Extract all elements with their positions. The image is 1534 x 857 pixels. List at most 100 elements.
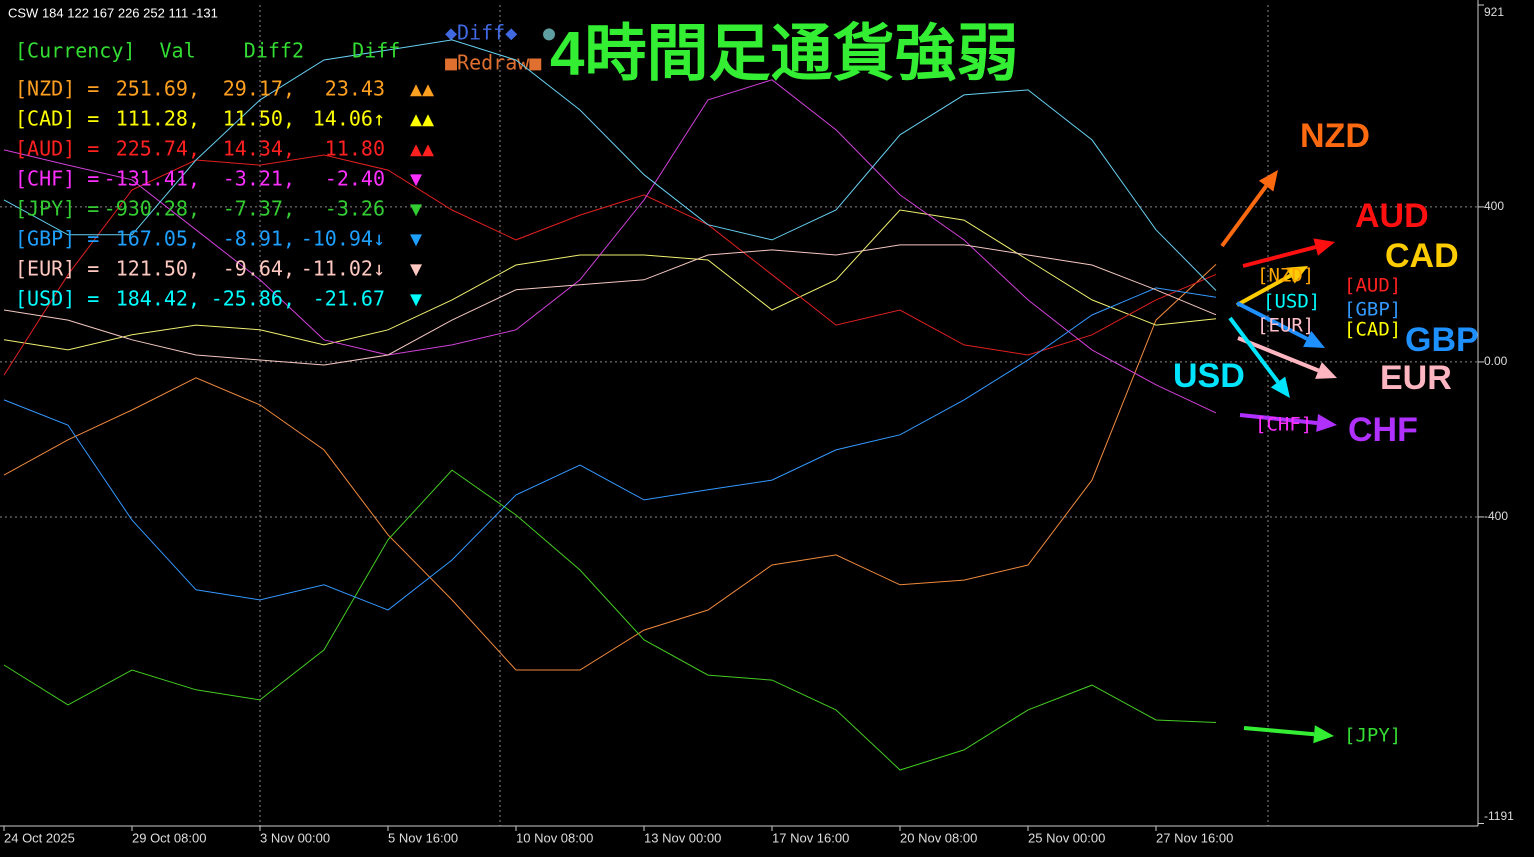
arrow-shaft: [1236, 301, 1309, 341]
x-tick-label: 10 Nov 08:00: [516, 830, 593, 845]
arrow-head: [1303, 330, 1325, 348]
panel-cell: [USD] =: [15, 287, 99, 311]
panel-cell: -10.94↓: [301, 227, 385, 251]
currency-tag: [JPY]: [1344, 725, 1401, 747]
arrow-head: [1270, 376, 1290, 398]
panel-cell: ▲▲: [410, 137, 434, 161]
arrow-shaft: [1236, 273, 1292, 307]
currency-tag: [USD]: [1263, 291, 1320, 313]
panel-cell: -131.41,: [104, 167, 200, 191]
panel-cell: -3.26: [325, 197, 385, 221]
arrow-shaft: [1242, 245, 1317, 268]
panel-cell: ▼: [410, 167, 422, 191]
panel-cell: -11.02↓: [301, 257, 385, 281]
currency-label: CHF: [1348, 411, 1418, 449]
currency-label: USD: [1173, 357, 1245, 395]
x-tick-label: 24 Oct 2025: [4, 830, 75, 845]
panel-cell: 251.69,: [116, 77, 200, 101]
currency-tag: [GBP]: [1344, 299, 1401, 321]
x-tick-label: 5 Nov 16:00: [388, 830, 458, 845]
panel-cell: -2.40: [325, 167, 385, 191]
panel-cell: [AUD] =: [15, 137, 99, 161]
currency-label: AUD: [1355, 197, 1429, 235]
currency-tag: [CHF]: [1255, 414, 1312, 436]
y-tick-label: -1191: [1484, 809, 1514, 823]
x-tick-label: 20 Nov 08:00: [900, 830, 977, 845]
panel-cell: 11.50,: [223, 107, 295, 131]
panel-cell: -9.64,: [223, 257, 295, 281]
currency-label: EUR: [1380, 359, 1452, 397]
currency-label: GBP: [1405, 321, 1479, 359]
arrow-head: [1258, 170, 1278, 192]
arrow-shaft: [1220, 184, 1268, 248]
panel-cell: ▼: [410, 227, 422, 251]
panel-cell: 14.34,: [223, 137, 295, 161]
series-line: [3, 264, 1217, 671]
y-tick-label: -400: [1484, 509, 1508, 523]
x-tick-label: 17 Nov 16:00: [772, 830, 849, 845]
y-tick-label: 921: [1484, 5, 1504, 19]
panel-cell: 11.80: [325, 137, 385, 161]
panel-cell: 14.06↑: [313, 107, 385, 131]
panel-header: [Currency] Val Diff2 Diff: [15, 39, 400, 63]
arrow-head: [1316, 413, 1337, 432]
panel-cell: 121.50,: [116, 257, 200, 281]
y-tick-label: 400: [1484, 199, 1504, 213]
panel-cell: ▲▲: [410, 107, 434, 131]
panel-cell: [JPY] =: [15, 197, 99, 221]
panel-cell: ▼: [410, 197, 422, 221]
currency-tag: [EUR]: [1257, 315, 1314, 337]
y-tick-label: 0.00: [1484, 354, 1508, 368]
x-tick-label: 13 Nov 00:00: [644, 830, 721, 845]
series-line: [3, 244, 1217, 366]
currency-tag: [CAD]: [1344, 319, 1401, 341]
arrow-shaft: [1243, 726, 1315, 737]
arrow-head: [1286, 266, 1308, 284]
panel-cell: -930.28,: [104, 197, 200, 221]
arrow-head: [1313, 725, 1334, 744]
series-line: [3, 154, 1217, 376]
currency-tag: [AUD]: [1344, 275, 1401, 297]
panel-cell: 23.43: [325, 77, 385, 101]
indicator-name: CSW 184 122 167 226 252 111 -131: [8, 5, 218, 20]
panel-cell: -21.67: [313, 287, 385, 311]
panel-cell: -25.86,: [211, 287, 295, 311]
arrow-head: [1313, 238, 1335, 256]
panel-cell: ▼: [410, 257, 422, 281]
panel-cell: -8.91,: [223, 227, 295, 251]
panel-cell: [NZD] =: [15, 77, 99, 101]
panel-cell: 167.05,: [116, 227, 200, 251]
panel-cell: [CHF] =: [15, 167, 99, 191]
panel-cell: [GBP] =: [15, 227, 99, 251]
chart-title: 4時間足通貨強弱: [550, 19, 1018, 88]
panel-cell: 225.74,: [116, 137, 200, 161]
arrow-head: [1315, 362, 1337, 379]
panel-cell: [CAD] =: [15, 107, 99, 131]
series-line: [3, 469, 1217, 771]
arrow-shaft: [1239, 413, 1318, 425]
panel-cell: -3.21,: [223, 167, 295, 191]
panel-cell: -7.37,: [223, 197, 295, 221]
diff-button[interactable]: ◆Diff◆: [445, 21, 517, 45]
panel-cell: [EUR] =: [15, 257, 99, 281]
redraw-button[interactable]: ■Redraw■: [445, 51, 541, 75]
series-line: [3, 39, 1217, 291]
panel-cell: 184.42,: [116, 287, 200, 311]
panel-cell: 29.17,: [223, 77, 295, 101]
currency-label: NZD: [1300, 117, 1370, 155]
panel-cell: ▲▲: [410, 77, 434, 101]
x-tick-label: 29 Oct 08:00: [132, 830, 206, 845]
series-line: [3, 79, 1217, 414]
panel-cell: 111.28,: [116, 107, 200, 131]
x-tick-label: 27 Nov 16:00: [1156, 830, 1233, 845]
currency-label: CAD: [1385, 237, 1459, 275]
dot-button[interactable]: ●: [543, 21, 555, 45]
currency-tag: [NZD]: [1257, 265, 1314, 287]
arrow-shaft: [1228, 316, 1280, 384]
x-tick-label: 25 Nov 00:00: [1028, 830, 1105, 845]
panel-cell: ▼: [410, 287, 422, 311]
x-tick-label: 3 Nov 00:00: [260, 830, 330, 845]
